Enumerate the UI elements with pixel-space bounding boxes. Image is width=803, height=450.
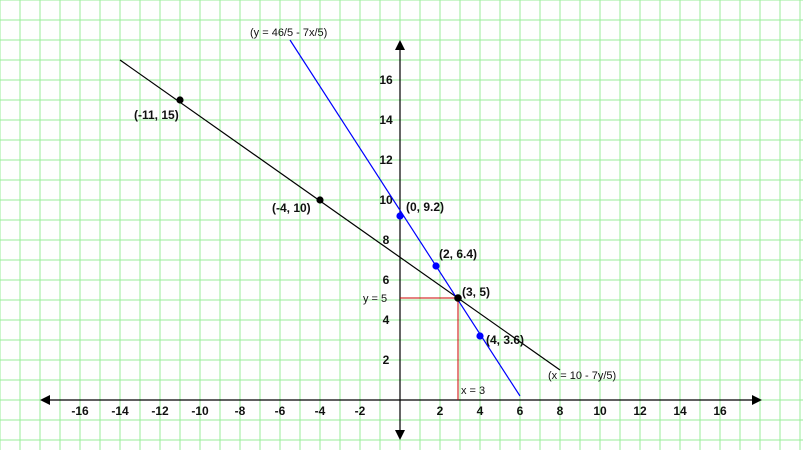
x-tick-label: 8 [557,404,564,418]
reference-label-x: x = 3 [461,385,485,397]
tick-labels: -16 -14 -12 -10 -8 -6 -4 -2 2 4 6 8 10 12 14 16 2 4 6 8 10 12… [71,73,727,418]
x-tick-label: -10 [191,404,209,418]
x-tick-label: 4 [477,404,484,418]
y-axis-arrow-down [395,430,405,440]
x-tick-label: 14 [673,404,687,418]
y-tick-label: 6 [383,273,390,287]
x-tick-label: 16 [713,404,727,418]
series-1-equation-label: (x = 10 - 7y/5) [548,370,616,382]
y-tick-label: 8 [383,233,390,247]
data-label: (4, 3.6) [486,333,524,347]
x-tick-label: -16 [71,404,89,418]
axes [40,40,762,440]
reference-label-y: y = 5 [363,293,387,305]
x-tick-label: -12 [151,404,169,418]
y-tick-label: 14 [379,113,393,127]
x-tick-label: -14 [111,404,129,418]
data-points [176,96,484,340]
y-tick-label: 4 [383,313,390,327]
x-tick-label: -4 [315,404,326,418]
series-2-equation-label: (y = 46/5 - 7x/5) [250,27,327,39]
x-tick-label: -6 [275,404,286,418]
data-point-series-1 [316,196,324,204]
data-point-series-1 [176,96,184,104]
y-tick-label: 12 [379,153,393,167]
data-label: (0, 9.2) [406,200,444,214]
x-tick-label: 10 [593,404,607,418]
data-point-series-2 [476,332,484,340]
data-label: (2, 6.4) [439,247,477,261]
x-tick-label: -2 [355,404,366,418]
x-tick-label: 6 [517,404,524,418]
y-tick-label: 2 [383,353,390,367]
series-line-1 [119,59,561,371]
data-point-series-2 [432,262,440,270]
x-axis-arrow-right [752,395,762,405]
data-label: (-11, 15) [134,108,179,122]
intersection-point [454,294,462,302]
x-tick-label: -8 [235,404,246,418]
reference-lines [400,297,459,400]
intersection-label: (3, 5) [462,285,490,299]
x-tick-label: 2 [437,404,444,418]
y-axis-arrow-up [395,40,405,50]
x-axis-arrow-left [40,395,50,405]
x-tick-label: 12 [633,404,647,418]
y-tick-label: 10 [379,193,393,207]
data-point-series-2 [396,212,404,220]
y-tick-label: 16 [379,73,393,87]
data-label: (-4, 10) [272,201,311,215]
data-labels: (x = 10 - 7y/5) (y = 46/5 - 7x/5) y = 5 x =… [134,27,616,397]
